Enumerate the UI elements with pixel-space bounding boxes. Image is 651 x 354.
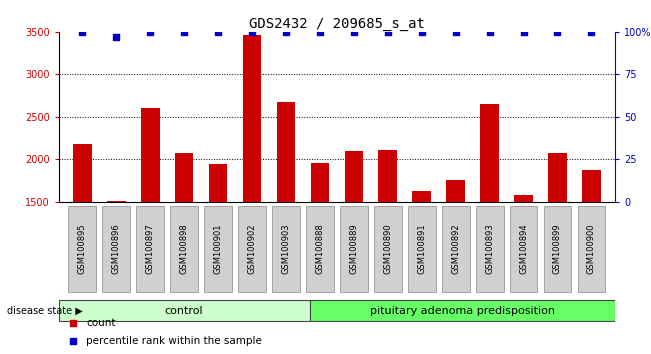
FancyBboxPatch shape [544,206,572,292]
Point [213,29,223,35]
Text: GSM100902: GSM100902 [247,223,256,274]
Text: GSM100894: GSM100894 [519,223,528,274]
Text: GSM100892: GSM100892 [451,223,460,274]
Bar [277,102,296,202]
FancyBboxPatch shape [306,206,334,292]
Bar [141,108,159,202]
FancyBboxPatch shape [59,300,310,321]
Point [552,29,562,35]
FancyBboxPatch shape [102,206,130,292]
Text: GSM100900: GSM100900 [587,223,596,274]
FancyBboxPatch shape [204,206,232,292]
Point [484,29,495,35]
FancyBboxPatch shape [476,206,503,292]
Text: GSM100896: GSM100896 [112,223,121,274]
Point [450,29,461,35]
FancyBboxPatch shape [68,206,96,292]
Text: GSM100895: GSM100895 [78,223,87,274]
Text: GSM100890: GSM100890 [383,223,393,274]
Text: count: count [87,318,116,328]
Bar [175,153,193,202]
Bar [107,201,126,202]
FancyBboxPatch shape [577,206,605,292]
FancyBboxPatch shape [408,206,436,292]
Bar [209,164,227,202]
Text: GSM100893: GSM100893 [485,223,494,274]
Text: GSM100903: GSM100903 [281,223,290,274]
Point [587,29,597,35]
Bar [378,150,397,202]
Point [383,29,393,35]
Text: GSM100899: GSM100899 [553,223,562,274]
Bar [311,163,329,202]
Bar [243,35,262,202]
Bar [582,170,601,202]
FancyBboxPatch shape [238,206,266,292]
Text: GSM100901: GSM100901 [214,223,223,274]
Bar [480,104,499,202]
Point [111,34,122,40]
FancyBboxPatch shape [310,300,615,321]
Point [349,29,359,35]
Text: GSM100888: GSM100888 [316,223,324,274]
Point [179,29,189,35]
Bar [548,153,567,202]
Text: GSM100897: GSM100897 [146,223,155,274]
Point [77,29,87,35]
Text: GSM100898: GSM100898 [180,223,189,274]
Bar [514,195,533,202]
Text: pituitary adenoma predisposition: pituitary adenoma predisposition [370,306,555,316]
Text: percentile rank within the sample: percentile rank within the sample [87,336,262,346]
Text: control: control [165,306,204,316]
FancyBboxPatch shape [171,206,198,292]
FancyBboxPatch shape [136,206,164,292]
FancyBboxPatch shape [374,206,402,292]
Text: GSM100891: GSM100891 [417,223,426,274]
Text: disease state ▶: disease state ▶ [7,306,82,315]
Bar [344,151,363,202]
Point [518,29,529,35]
FancyBboxPatch shape [272,206,300,292]
Text: GSM100889: GSM100889 [350,223,358,274]
Bar [73,144,92,202]
Bar [447,180,465,202]
Point [247,29,257,35]
FancyBboxPatch shape [510,206,538,292]
Title: GDS2432 / 209685_s_at: GDS2432 / 209685_s_at [249,17,425,31]
Bar [412,191,431,202]
FancyBboxPatch shape [340,206,368,292]
Point [145,29,156,35]
Point [417,29,427,35]
FancyBboxPatch shape [442,206,469,292]
Point [314,29,325,35]
Point [281,29,291,35]
